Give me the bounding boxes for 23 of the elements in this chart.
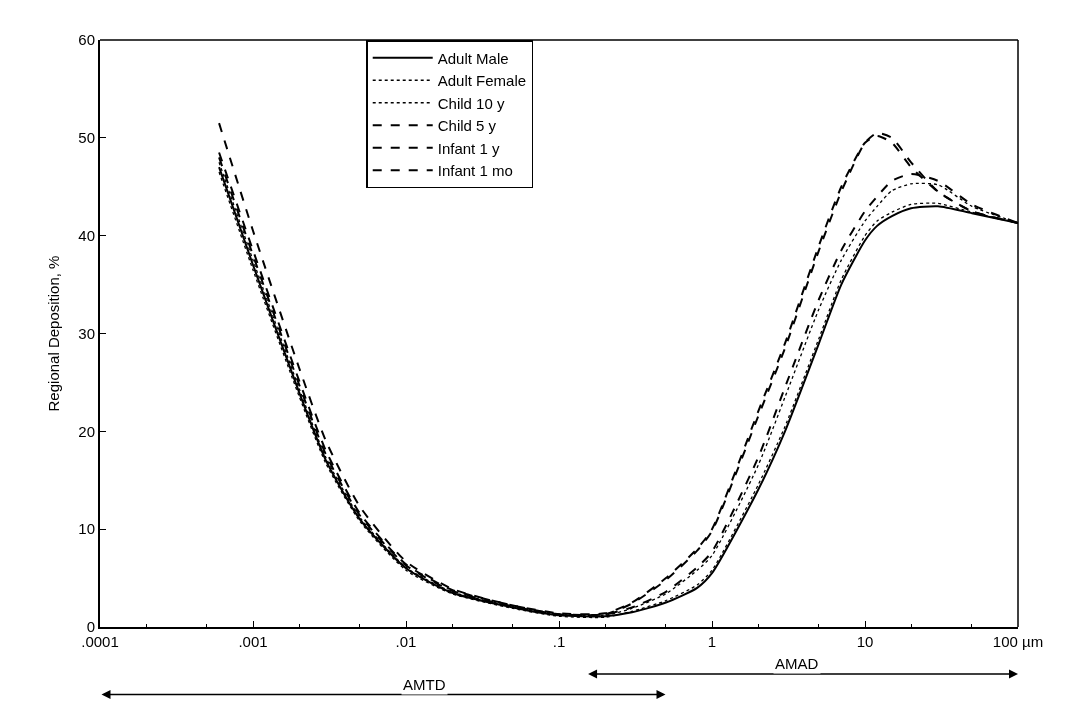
x-tick-label: 1	[707, 633, 717, 650]
y-tick-label: 30	[78, 324, 95, 342]
y-tick-label: 60	[78, 31, 95, 49]
legend-label: Infant 1 mo	[437, 162, 513, 180]
x-tick-label: .01	[395, 633, 417, 650]
legend-label: Child 10 y	[437, 94, 505, 112]
text: AMAD	[775, 655, 819, 672]
y-tick-label: 0	[86, 618, 95, 636]
legend-label: Infant 1 y	[437, 139, 500, 157]
y-axis-title: Regional Deposition, %	[45, 255, 63, 412]
y-tick-label: 10	[78, 520, 95, 538]
y-tick-label: 40	[78, 226, 95, 244]
legend-label: Adult Female	[437, 72, 527, 90]
x-tick-label: 10	[856, 633, 874, 650]
y-tick-label: 50	[78, 129, 95, 147]
x-tick-label: .0001	[81, 633, 119, 650]
legend-label: Child 5 y	[437, 117, 497, 135]
y-tick-label: 20	[78, 422, 95, 440]
text: AMTD	[403, 676, 446, 693]
x-tick-label: 100 µm	[992, 633, 1044, 650]
legend-label: Adult Male	[437, 49, 509, 67]
x-tick-label: .001	[238, 633, 268, 650]
x-tick-label: .1	[552, 633, 566, 650]
